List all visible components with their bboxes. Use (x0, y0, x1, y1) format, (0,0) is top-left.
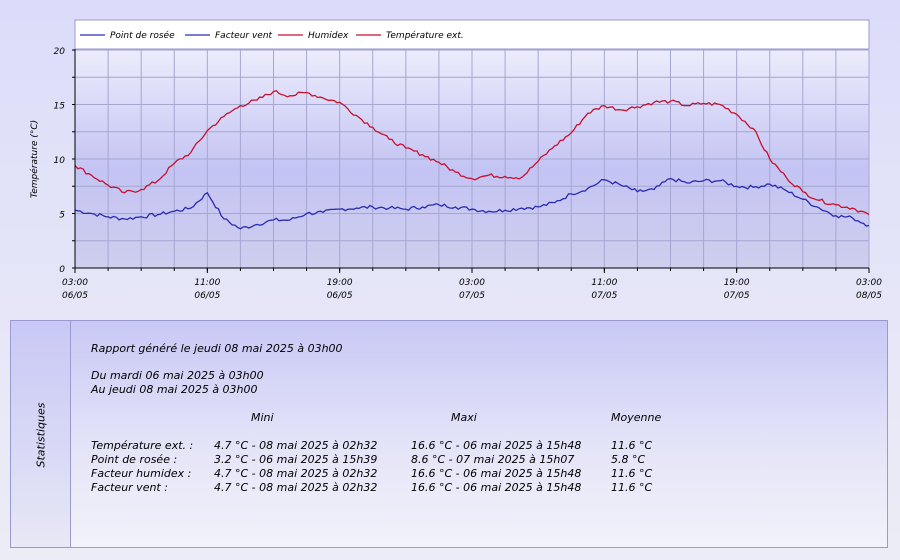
row-max: 16.6 °C - 06 mai 2025 à 15h48 (411, 481, 582, 494)
statistics-side-tab: Statistiques (11, 321, 71, 547)
x-tick-label-time: 03:00 (856, 278, 882, 288)
header-max: Maxi (451, 411, 477, 424)
row-label: Point de rosée : (91, 453, 178, 466)
series-line-3 (74, 89, 870, 216)
legend-label: Température ext. (386, 30, 464, 41)
y-axis-label: Température (°C) (29, 120, 40, 198)
y-tick-label: 5 (59, 211, 65, 221)
row-label: Facteur humidex : (91, 467, 192, 480)
x-tick-label-time: 03:00 (459, 278, 485, 288)
series-line-0 (74, 177, 870, 230)
period-from: Du mardi 06 mai 2025 à 03h00 (91, 369, 264, 382)
legend: Point de rosée Facteur vent Humidex Tempéra… (80, 30, 464, 41)
y-tick-label: 20 (54, 47, 66, 57)
row-label: Température ext. : (91, 439, 194, 452)
y-tick-label: 15 (54, 102, 66, 112)
x-tick-label-time: 03:00 (62, 278, 88, 288)
row-max: 16.6 °C - 06 mai 2025 à 15h48 (411, 439, 582, 452)
legend-label: Facteur vent (215, 31, 273, 41)
x-tick-label-date: 08/05 (856, 291, 882, 301)
x-tick-label-date: 06/05 (327, 291, 353, 301)
row-avg: 11.6 °C (611, 467, 653, 480)
x-tick-label-time: 19:00 (724, 278, 750, 288)
report-generated: Rapport généré le jeudi 08 mai 2025 à 03… (91, 342, 343, 355)
statistics-panel: Statistiques Rapport généré le jeudi 08 … (10, 320, 888, 548)
header-avg: Moyenne (611, 411, 662, 424)
legend-label: Point de rosée (110, 30, 175, 41)
row-avg: 5.8 °C (611, 453, 646, 466)
header-min: Mini (251, 411, 274, 424)
row-min: 3.2 °C - 06 mai 2025 à 15h39 (214, 453, 378, 466)
legend-label: Humidex (308, 31, 349, 41)
row-max: 16.6 °C - 06 mai 2025 à 15h48 (411, 467, 582, 480)
axes: 0 5 10 15 20 03:00 06/05 11:00 06/05 19:00 06/05 03… (54, 47, 883, 301)
x-tick-label-time: 19:00 (327, 278, 353, 288)
x-tick-label-date: 07/05 (724, 291, 750, 301)
period-to: Au jeudi 08 mai 2025 à 03h00 (91, 383, 258, 396)
row-max: 8.6 °C - 07 mai 2025 à 15h07 (411, 453, 575, 466)
row-label: Facteur vent : (91, 481, 168, 494)
series-layer (74, 89, 870, 230)
x-tick-label-time: 11:00 (591, 278, 617, 288)
x-tick-label-time: 11:00 (194, 278, 220, 288)
row-min: 4.7 °C - 08 mai 2025 à 02h32 (214, 439, 378, 452)
x-tick-label-date: 06/05 (194, 291, 220, 301)
row-avg: 11.6 °C (611, 439, 653, 452)
y-tick-label: 10 (54, 156, 66, 166)
row-avg: 11.6 °C (611, 481, 653, 494)
row-min: 4.7 °C - 08 mai 2025 à 02h32 (214, 481, 378, 494)
x-tick-label-date: 06/05 (62, 291, 88, 301)
x-tick-label-date: 07/05 (591, 291, 617, 301)
grid (74, 49, 870, 269)
temperature-chart: 0 5 10 15 20 03:00 06/05 11:00 06/05 19:00 06/05 03… (29, 19, 883, 301)
y-tick-label: 0 (59, 265, 65, 275)
statistics-side-label: Statistiques (34, 402, 48, 468)
x-tick-label-date: 07/05 (459, 291, 485, 301)
row-min: 4.7 °C - 08 mai 2025 à 02h32 (214, 467, 378, 480)
